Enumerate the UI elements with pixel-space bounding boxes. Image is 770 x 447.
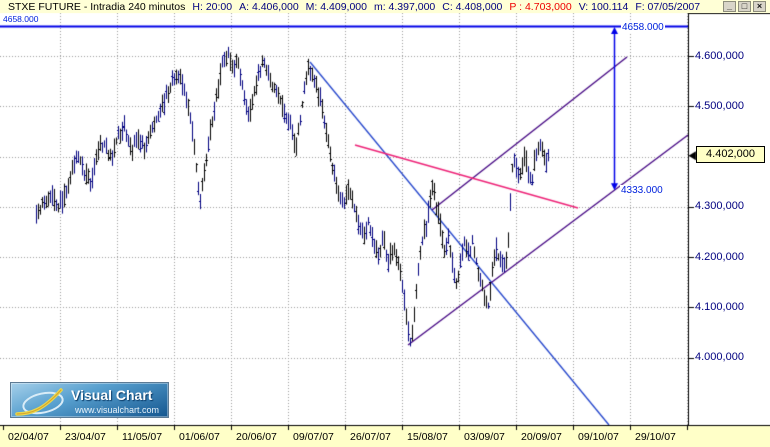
date-tick-label: 26/07/07	[350, 431, 391, 443]
minimize-button[interactable]: _	[723, 1, 736, 12]
date-tick-label: 02/04/07	[8, 431, 49, 443]
quote-field: M: 4.409,000	[305, 0, 367, 13]
logo-title: Visual Chart	[71, 387, 153, 403]
chart-title-bar: STXE FUTURE - Intradia 240 minutos H: 20:…	[0, 0, 770, 13]
price-tick-label: 4.200,000	[695, 250, 744, 263]
quote-field: F: 07/05/2007	[635, 0, 701, 13]
date-tick-label: 09/10/07	[578, 431, 619, 443]
maximize-button[interactable]: □	[738, 1, 751, 12]
price-tick-label: 4.100,000	[695, 300, 744, 313]
current-price-badge: 4.402,000	[696, 146, 765, 163]
date-tick-label: 29/10/07	[635, 431, 676, 443]
quote-field: m: 4.397,000	[373, 0, 436, 13]
window-buttons: _ □ ×	[723, 1, 766, 12]
date-tick-label: 20/06/07	[236, 431, 277, 443]
quote-field: A: 4.406,000	[239, 0, 299, 13]
close-button[interactable]: ×	[753, 1, 766, 12]
price-tick-label: 4.300,000	[695, 200, 744, 213]
date-tick-label: 23/04/07	[65, 431, 106, 443]
logo-url[interactable]: www.visualchart.com	[75, 405, 160, 415]
date-tick-label: 09/07/07	[293, 431, 334, 443]
visualchart-logo-icon	[15, 388, 64, 416]
high-level-label-left: 4658.000	[3, 14, 39, 24]
price-tick-label: 4.500,000	[695, 99, 744, 112]
date-tick-label: 11/05/07	[122, 431, 163, 443]
low-level-label: 4333.000	[620, 185, 664, 196]
price-tick-label: 4.000,000	[695, 351, 744, 364]
date-tick-label: 03/09/07	[464, 431, 505, 443]
quote-field: P : 4.703,000	[509, 0, 572, 13]
date-tick-label: 20/09/07	[521, 431, 562, 443]
instrument-title: STXE FUTURE - Intradia 240 minutos	[8, 0, 186, 13]
price-tick-label: 4.600,000	[695, 49, 744, 62]
quote-field: V: 100.114	[578, 0, 629, 13]
date-tick-label: 01/06/07	[179, 431, 220, 443]
high-level-label: 4658.000	[621, 22, 665, 33]
quote-field: H: 20:00	[192, 0, 233, 13]
quote-field: C: 4.408,000	[442, 0, 503, 13]
date-tick-label: 15/08/07	[407, 431, 448, 443]
visualchart-logo[interactable]: Visual Chart www.visualchart.com	[10, 382, 169, 418]
